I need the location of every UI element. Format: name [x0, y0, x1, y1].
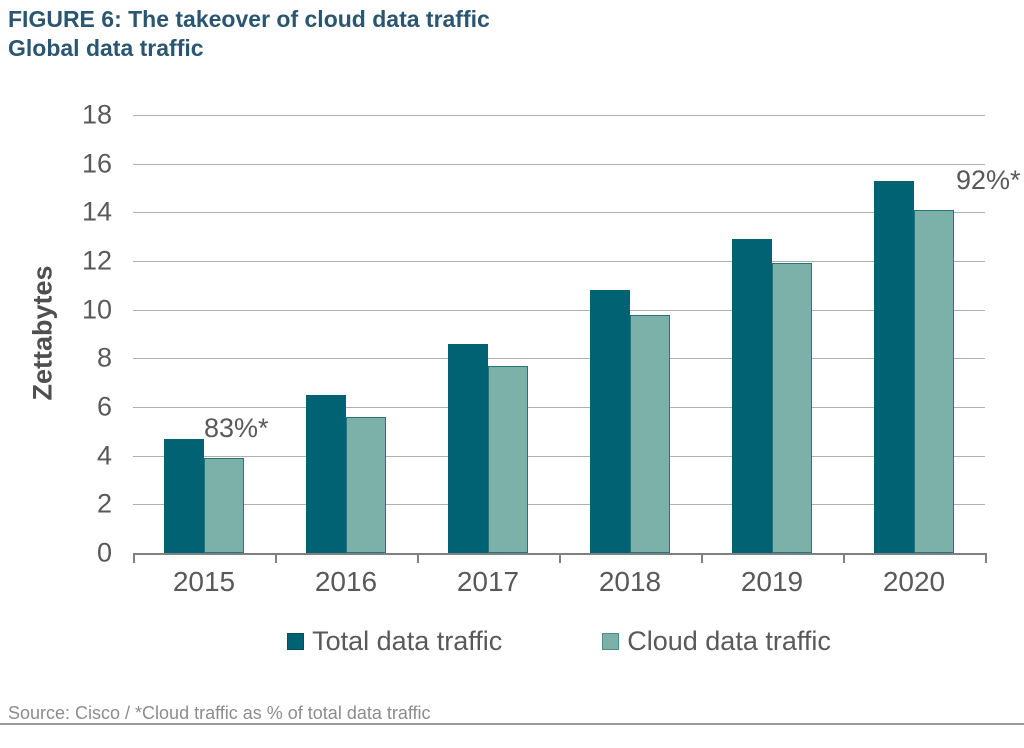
bar-cloud-data-traffic-2018 — [630, 314, 670, 553]
legend-item-cloud-data-traffic: Cloud data traffic — [602, 626, 831, 657]
legend-label-total-data-traffic: Total data traffic — [312, 626, 503, 656]
bar-cloud-data-traffic-2017 — [488, 365, 528, 553]
x-axis-tick-1 — [275, 553, 277, 563]
annotation-92-: 92%* — [956, 164, 1021, 195]
bar-cloud-data-traffic-2019 — [772, 263, 812, 553]
y-tick-label-0: 0 — [96, 537, 112, 568]
x-axis-tick-3 — [559, 553, 561, 563]
bar-total-data-traffic-2019 — [732, 239, 772, 553]
source-note: Source: Cisco / *Cloud traffic as % of t… — [8, 703, 431, 723]
legend-item-total-data-traffic: Total data traffic — [287, 626, 502, 657]
gridline-14 — [133, 212, 985, 214]
legend-swatch-cloud-data-traffic — [602, 633, 620, 650]
y-tick-label-16: 16 — [81, 148, 112, 179]
gridline-4 — [133, 455, 985, 457]
x-axis-tick-0 — [133, 553, 135, 563]
bar-total-data-traffic-2018 — [590, 290, 630, 553]
y-tick-label-2: 2 — [96, 488, 112, 519]
x-tick-label-2019: 2019 — [740, 566, 804, 597]
gridline-10 — [133, 309, 985, 311]
legend: Total data traffic Cloud data traffic — [133, 626, 985, 657]
bar-cloud-data-traffic-2016 — [346, 416, 386, 553]
y-tick-label-14: 14 — [81, 196, 112, 227]
figure-title-line2: Global data traffic — [8, 35, 204, 61]
figure-title-line1: FIGURE 6: The takeover of cloud data tra… — [8, 6, 490, 32]
annotation-83-: 83%* — [204, 413, 269, 444]
legend-swatch-total-data-traffic — [287, 633, 305, 650]
legend-label-cloud-data-traffic: Cloud data traffic — [627, 626, 831, 656]
x-axis-tick-2 — [417, 553, 419, 563]
bar-cloud-data-traffic-2020 — [914, 209, 954, 553]
bar-total-data-traffic-2020 — [874, 180, 914, 553]
y-tick-label-10: 10 — [81, 294, 112, 325]
y-tick-label-4: 4 — [96, 440, 112, 471]
bar-cloud-data-traffic-2015 — [204, 458, 244, 553]
bar-total-data-traffic-2016 — [306, 394, 346, 553]
y-axis-title: Zettabytes — [27, 265, 58, 401]
x-tick-label-2020: 2020 — [882, 566, 946, 597]
gridline-2 — [133, 504, 985, 506]
y-tick-label-18: 18 — [81, 99, 112, 130]
x-tick-label-2015: 2015 — [172, 566, 236, 597]
bar-total-data-traffic-2017 — [448, 343, 488, 553]
x-axis-tick-6 — [985, 553, 987, 563]
gridline-12 — [133, 261, 985, 262]
x-axis-tick-5 — [843, 553, 845, 563]
y-tick-label-12: 12 — [81, 245, 112, 276]
bottom-rule — [0, 723, 1024, 725]
y-tick-label-6: 6 — [96, 391, 112, 422]
gridline-18 — [133, 115, 985, 116]
x-tick-label-2017: 2017 — [456, 566, 520, 597]
gridline-6 — [133, 407, 985, 408]
x-axis-tick-4 — [701, 553, 703, 563]
figure-title: FIGURE 6: The takeover of cloud data tra… — [8, 5, 490, 63]
y-tick-label-8: 8 — [96, 342, 112, 373]
x-tick-label-2018: 2018 — [598, 566, 662, 597]
gridline-8 — [133, 358, 985, 360]
bar-total-data-traffic-2015 — [164, 438, 204, 553]
x-tick-label-2016: 2016 — [314, 566, 378, 597]
gridline-16 — [133, 163, 985, 165]
